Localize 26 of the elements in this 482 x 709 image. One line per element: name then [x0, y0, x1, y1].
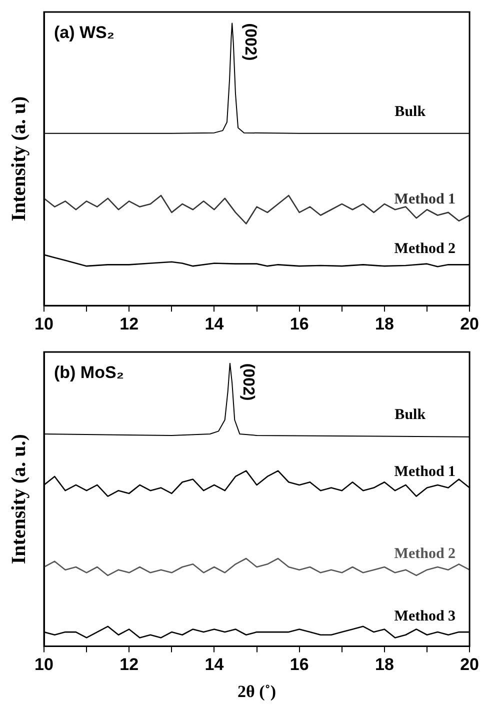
- chart-title: (b) MoS₂: [54, 363, 124, 382]
- chart-title: (a) WS₂: [54, 23, 114, 42]
- annotation: (002): [242, 23, 259, 61]
- series-label: Bulk: [394, 407, 426, 424]
- series-label: Method 2: [394, 546, 456, 562]
- x-tick-label: 12: [120, 655, 139, 674]
- x-tick-label: 10: [34, 314, 54, 334]
- x-tick-label: 20: [460, 655, 480, 674]
- series-label: Bulk: [394, 104, 426, 120]
- x-tick-label: 12: [120, 314, 139, 334]
- x-tick-label: 18: [374, 314, 394, 334]
- x-tick-label: 10: [34, 655, 54, 674]
- series-label: Method 1: [394, 464, 456, 480]
- x-tick-label: 14: [204, 655, 224, 674]
- x-tick-label: 20: [460, 314, 480, 334]
- annotation: (002): [240, 363, 257, 401]
- x-tick-label: 14: [204, 314, 224, 334]
- series-label: Method 1: [394, 192, 456, 208]
- y-axis-title: Intensity (a. u.): [8, 434, 30, 564]
- x-axis-title: 2θ (˚): [237, 682, 276, 702]
- series-label: Method 3: [394, 608, 456, 624]
- y-axis-title: Intensity (a. u): [8, 96, 30, 222]
- series-label: Method 2: [394, 241, 456, 258]
- x-tick-label: 16: [290, 655, 309, 674]
- x-tick-label: 16: [290, 314, 309, 334]
- x-tick-label: 18: [374, 655, 394, 674]
